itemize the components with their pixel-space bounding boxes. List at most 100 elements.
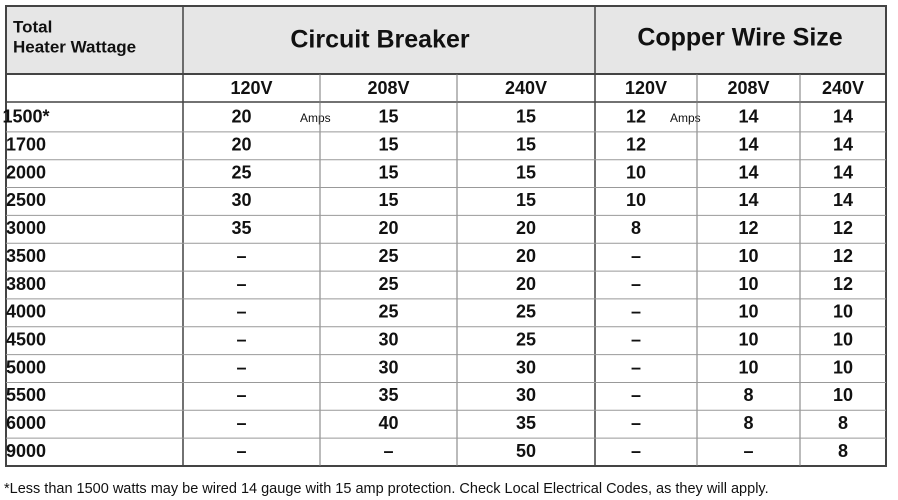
cell-value: 20 — [516, 218, 536, 238]
cell-value: 25 — [231, 162, 251, 182]
cell-value: 10 — [833, 385, 853, 405]
cell-value: 12 — [738, 218, 758, 238]
cell-value: 25 — [516, 302, 536, 322]
wattage: 3500 — [6, 246, 46, 266]
cell-value: 14 — [738, 107, 758, 127]
column-header: 208V — [367, 78, 409, 98]
cell-value: 20 — [378, 218, 398, 238]
wattage: 3000 — [6, 218, 46, 238]
cell-value: – — [631, 329, 641, 349]
wattage: 2500 — [6, 190, 46, 210]
corner-title: Heater Wattage — [13, 37, 136, 56]
cell-value: 10 — [626, 162, 646, 182]
cell-value: 50 — [516, 441, 536, 461]
wattage: 1500* — [2, 107, 49, 127]
cell-value: – — [236, 385, 246, 405]
cell-value: 8 — [631, 218, 641, 238]
cell-value: – — [236, 357, 246, 377]
group-title: Circuit Breaker — [290, 26, 470, 54]
cell-value: 12 — [833, 218, 853, 238]
cell-value: – — [383, 441, 393, 461]
column-header: 120V — [230, 78, 272, 98]
cell-value: – — [631, 246, 641, 266]
cell-value: 15 — [378, 135, 398, 155]
wattage: 6000 — [6, 413, 46, 433]
cell-value: – — [631, 385, 641, 405]
cell-value: 25 — [378, 246, 398, 266]
cell-value: 30 — [516, 357, 536, 377]
cell-value: – — [236, 329, 246, 349]
corner-title: Total — [13, 17, 52, 36]
cell-value: 25 — [378, 302, 398, 322]
cell-value: 20 — [516, 274, 536, 294]
cell-value: 14 — [833, 135, 853, 155]
cell-value: 20 — [231, 107, 251, 127]
cell-value: – — [236, 246, 246, 266]
cell-value: 14 — [738, 162, 758, 182]
column-header: 240V — [822, 78, 864, 98]
cell-value: 10 — [738, 357, 758, 377]
cell-value: 10 — [833, 357, 853, 377]
cell-value: 14 — [738, 135, 758, 155]
cell-value: 12 — [833, 246, 853, 266]
cell-value: – — [631, 274, 641, 294]
cell-value: – — [236, 441, 246, 461]
cell-value: 35 — [516, 413, 536, 433]
cell-value: 10 — [738, 274, 758, 294]
cell-value: 12 — [626, 135, 646, 155]
cell-value: 30 — [516, 385, 536, 405]
column-header: 120V — [625, 78, 667, 98]
cell-value: – — [631, 441, 641, 461]
wattage: 2000 — [6, 162, 46, 182]
cell-value: 15 — [378, 107, 398, 127]
cell-value: 10 — [833, 302, 853, 322]
wattage: 5000 — [6, 357, 46, 377]
wattage: 1700 — [6, 135, 46, 155]
cell-value: 14 — [833, 162, 853, 182]
cell-value: – — [236, 274, 246, 294]
cell-value: 15 — [378, 162, 398, 182]
cell-value: 15 — [516, 190, 536, 210]
wattage: 3800 — [6, 274, 46, 294]
cell-value: 8 — [838, 413, 848, 433]
cell-value: 20 — [231, 135, 251, 155]
cell-value: 20 — [516, 246, 536, 266]
cell-value: 14 — [833, 107, 853, 127]
cell-value: – — [236, 413, 246, 433]
cell-value: 12 — [626, 107, 646, 127]
cell-value: 15 — [516, 135, 536, 155]
cell-value: 10 — [738, 329, 758, 349]
cell-value: 8 — [743, 385, 753, 405]
cell-value: 30 — [378, 329, 398, 349]
wattage: 4000 — [6, 302, 46, 322]
table-body — [5, 73, 887, 467]
cell-value: 35 — [378, 385, 398, 405]
footnote: *Less than 1500 watts may be wired 14 ga… — [4, 481, 769, 497]
wattage: 4500 — [6, 329, 46, 349]
cell-value: 10 — [833, 329, 853, 349]
wattage: 9000 — [6, 441, 46, 461]
column-header: 208V — [727, 78, 769, 98]
cell-value: 10 — [738, 246, 758, 266]
header-band — [5, 5, 887, 75]
cell-value: – — [631, 302, 641, 322]
group-title: Copper Wire Size — [637, 24, 842, 52]
wattage: 5500 — [6, 385, 46, 405]
cell-value: 10 — [626, 190, 646, 210]
cell-value: 8 — [838, 441, 848, 461]
cell-value: – — [236, 302, 246, 322]
cell-value: 15 — [378, 190, 398, 210]
cell-value: 14 — [738, 190, 758, 210]
cell-value: 15 — [516, 107, 536, 127]
cell-value: 15 — [516, 162, 536, 182]
cell-value: – — [743, 441, 753, 461]
cell-value: 25 — [378, 274, 398, 294]
cell-value: 12 — [833, 274, 853, 294]
unit-label: Amps — [300, 111, 331, 125]
cell-value: 8 — [743, 413, 753, 433]
column-header: 240V — [505, 78, 547, 98]
unit-label: Amps — [670, 111, 701, 125]
cell-value: 30 — [231, 190, 251, 210]
cell-value: 40 — [378, 413, 398, 433]
